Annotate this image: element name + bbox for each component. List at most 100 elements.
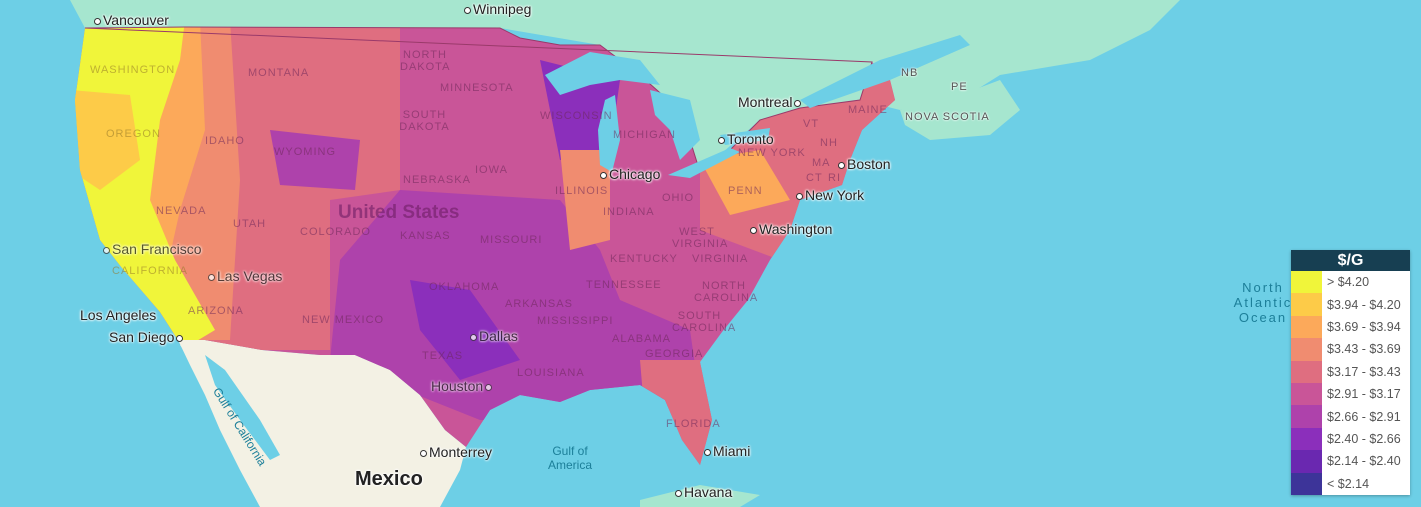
state-label: NEVADA [156, 205, 207, 217]
water-label-atlantic: North Atlantic Ocean [1233, 280, 1293, 325]
city-marker-icon [794, 99, 802, 107]
legend-label: $2.66 - $2.91 [1327, 409, 1401, 424]
legend-label: $2.40 - $2.66 [1327, 431, 1401, 446]
legend-item: $2.14 - $2.40 [1291, 450, 1410, 473]
city-marker-icon [176, 334, 184, 342]
state-label: SOUTH DAKOTA [399, 109, 450, 133]
city-san-francisco[interactable]: San Francisco [101, 241, 201, 257]
state-label: OKLAHOMA [429, 281, 500, 293]
legend-item: $3.17 - $3.43 [1291, 360, 1410, 383]
state-label: IOWA [475, 164, 508, 176]
state-label: NORTH CAROLINA [694, 280, 759, 304]
city-new-york[interactable]: New York [794, 187, 864, 203]
legend-item: $3.69 - $3.94 [1291, 315, 1410, 339]
legend-item: $2.91 - $3.17 [1291, 382, 1410, 406]
legend-item: > $4.20 [1291, 271, 1410, 294]
legend-label: $2.14 - $2.40 [1327, 454, 1401, 469]
city-marker-icon [470, 333, 477, 341]
mexico-land [178, 340, 466, 507]
city-havana[interactable]: Havana [673, 484, 732, 500]
city-toronto[interactable]: Toronto [716, 131, 774, 147]
state-label: INDIANA [603, 206, 655, 218]
city-marker-icon [675, 489, 682, 497]
city-marker-icon [94, 17, 101, 25]
state-label: KANSAS [400, 230, 451, 242]
legend-label: $2.91 - $3.17 [1327, 387, 1401, 402]
city-boston[interactable]: Boston [836, 156, 891, 172]
state-label: NEW MEXICO [302, 314, 385, 326]
city-monterrey[interactable]: Monterrey [418, 444, 492, 460]
cuba-land [640, 485, 760, 507]
state-label: KENTUCKY [610, 253, 678, 265]
legend-label: $3.69 - $3.94 [1327, 319, 1401, 334]
legend-label: $3.17 - $3.43 [1327, 364, 1401, 379]
state-label: TEXAS [422, 350, 464, 362]
gulf-of-california [205, 355, 280, 460]
state-label: CT [806, 172, 823, 184]
state-label: IDAHO [205, 135, 245, 147]
state-label: GEORGIA [645, 348, 704, 360]
state-label: NH [820, 137, 838, 149]
lake-erie [668, 148, 740, 178]
city-marker-icon [704, 448, 711, 456]
state-label: SOUTH CAROLINA [672, 310, 737, 334]
city-vancouver[interactable]: Vancouver [92, 12, 169, 28]
city-marker-icon [208, 273, 215, 281]
province-label: PE [951, 81, 968, 93]
lake-huron [650, 90, 700, 160]
legend-swatch [1291, 405, 1322, 428]
state-label: WISCONSIN [540, 110, 613, 122]
city-las-vegas[interactable]: Las Vegas [206, 268, 282, 284]
legend-label: $3.43 - $3.69 [1327, 342, 1401, 357]
city-marker-icon [600, 171, 607, 179]
city-chicago[interactable]: Chicago [598, 166, 660, 182]
state-label: PENN [728, 185, 763, 197]
state-label: WASHINGTON [90, 64, 176, 76]
legend-swatch [1291, 338, 1322, 361]
city-marker-icon [838, 161, 845, 169]
city-san-diego[interactable]: San Diego [109, 329, 185, 345]
country-label-us: United States [338, 202, 460, 223]
state-label: MONTANA [248, 67, 310, 79]
price-legend: $/G > $4.20 $3.94 - $4.20 $3.69 - $3.94 $3.… [1291, 250, 1410, 495]
city-miami[interactable]: Miami [702, 443, 750, 459]
city-houston[interactable]: Houston [431, 378, 494, 394]
lake-ontario [720, 128, 770, 145]
city-winnipeg[interactable]: Winnipeg [462, 1, 531, 17]
state-label: ILLINOIS [555, 185, 609, 197]
state-label: VT [803, 118, 820, 130]
city-marker-icon [485, 383, 493, 391]
water-label-gulf-of-america: Gulf of America [547, 444, 592, 472]
state-label: TENNESSEE [586, 279, 662, 291]
city-los-angeles[interactable]: Los Angeles [80, 307, 157, 323]
state-label: NORTH DAKOTA [400, 49, 451, 73]
city-washington[interactable]: Washington [748, 221, 832, 237]
st-lawrence [800, 35, 970, 108]
state-label: OREGON [106, 128, 161, 140]
state-label: UTAH [233, 218, 267, 230]
legend-label: < $2.14 [1327, 476, 1370, 491]
state-label: NEBRASKA [403, 174, 471, 186]
province-label: NB [901, 67, 919, 79]
legend-swatch [1291, 472, 1322, 495]
state-label: COLORADO [300, 226, 371, 238]
city-marker-icon [718, 136, 725, 144]
newfoundland-land [1030, 5, 1100, 60]
legend-title: $/G [1291, 250, 1410, 271]
state-label: OHIO [662, 192, 695, 204]
state-label: MICHIGAN [613, 129, 676, 141]
city-dallas[interactable]: Dallas [468, 328, 518, 344]
city-montreal[interactable]: Montreal [738, 94, 803, 110]
city-marker-icon [103, 246, 110, 254]
legend-swatch [1291, 315, 1322, 339]
legend-item: $2.66 - $2.91 [1291, 405, 1410, 428]
legend-label: $3.94 - $4.20 [1327, 297, 1401, 312]
state-label: NEW YORK [738, 147, 806, 159]
state-label: MINNESOTA [440, 82, 514, 94]
state-label: MA [812, 157, 831, 169]
legend-swatch [1291, 271, 1322, 294]
legend-item: < $2.14 [1291, 472, 1410, 495]
state-label: RI [828, 172, 841, 184]
state-label: MISSOURI [480, 234, 543, 246]
